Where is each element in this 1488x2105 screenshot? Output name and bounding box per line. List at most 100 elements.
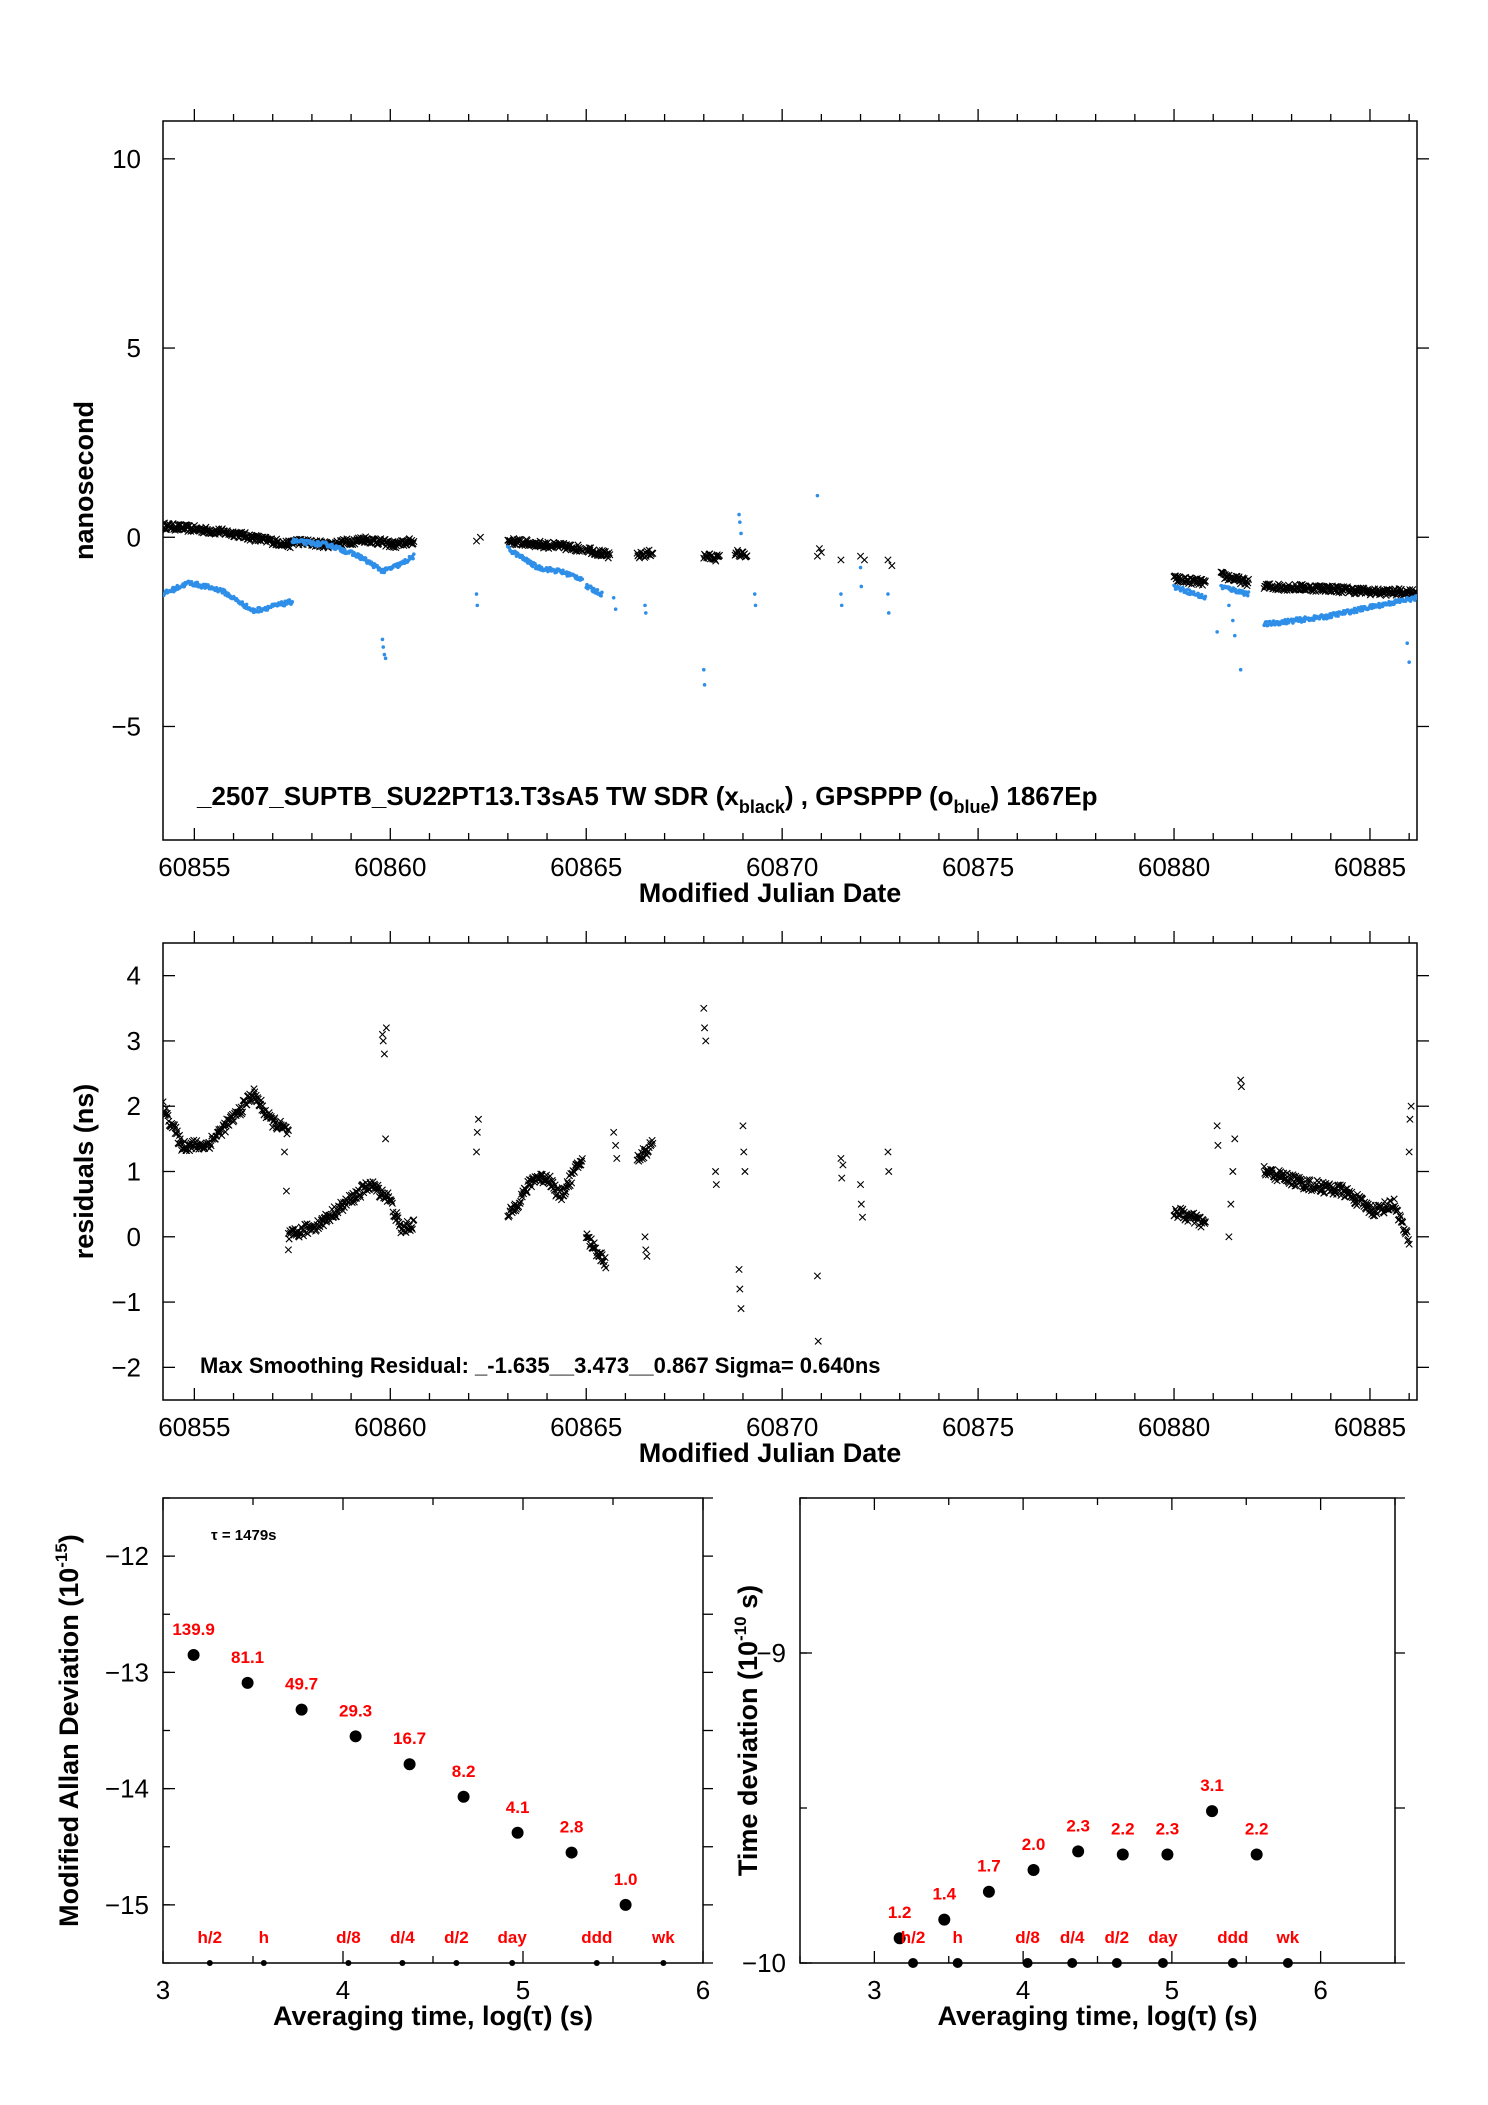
y-tick-label: −14 <box>105 1774 149 1804</box>
data-point-x <box>1201 577 1209 585</box>
x-tick-label: 3 <box>867 1975 881 2005</box>
data-point-x <box>813 1272 822 1280</box>
data-point-x <box>554 1186 562 1194</box>
data-point <box>1027 1864 1040 1876</box>
data-point-o <box>815 493 820 498</box>
data-point-o <box>1196 591 1200 596</box>
data-point-x <box>548 1176 556 1185</box>
data-point-o <box>340 546 344 551</box>
data-point-o <box>342 547 347 552</box>
tau-marker-label: ddd <box>1217 1928 1248 1947</box>
data-point-o <box>753 603 758 608</box>
data-point-x <box>356 1191 364 1199</box>
data-point-x <box>1379 587 1387 595</box>
data-point-o <box>1232 633 1237 638</box>
data-point-o <box>363 556 368 561</box>
data-point-x <box>512 1207 520 1215</box>
x-axis-title: Averaging time, log(τ) (s) <box>273 2001 593 2031</box>
data-point-o <box>561 568 565 573</box>
data-point-x <box>403 1217 411 1226</box>
tau-marker <box>1022 1958 1033 1968</box>
data-point-x <box>1184 1217 1192 1225</box>
data-point-x <box>595 546 604 554</box>
tau-marker <box>1282 1958 1293 1968</box>
data-point-o <box>381 645 386 649</box>
data-point-x <box>602 1264 610 1272</box>
data-layer <box>163 493 1417 687</box>
data-point-x <box>815 545 823 553</box>
data-point-x <box>1227 1200 1235 1208</box>
data-point-o <box>287 598 292 602</box>
data-point-o <box>382 652 387 657</box>
tau-marker-label: h/2 <box>198 1928 223 1947</box>
data-point-x <box>380 1050 388 1058</box>
data-point-o <box>1245 593 1250 598</box>
data-point-x <box>173 1127 181 1135</box>
data-point-o <box>643 611 648 615</box>
data-point <box>241 1676 254 1689</box>
data-point-x <box>517 1197 525 1205</box>
data-point-x <box>408 1225 416 1233</box>
data-point-o <box>595 587 600 592</box>
data-label: 4.1 <box>506 1798 530 1817</box>
data-point-x <box>739 1122 747 1130</box>
data-point-x <box>282 1187 291 1195</box>
data-point-x <box>284 1127 292 1135</box>
data-point-x <box>256 1102 264 1110</box>
data-point-x <box>527 1183 536 1191</box>
data-label: 49.7 <box>285 1675 318 1694</box>
y-axis-title: Modified Allan Deviation (10-15) <box>52 1534 84 1927</box>
data-point-o <box>383 656 388 661</box>
data-point-x <box>888 562 896 570</box>
tau-marker-label: d/4 <box>1060 1928 1085 1947</box>
tau-marker-label: h/2 <box>901 1928 926 1947</box>
data-point-x <box>409 539 417 548</box>
y-tick-label: 10 <box>112 144 141 174</box>
data-point-o <box>1227 603 1231 608</box>
data-point-x <box>700 1004 708 1012</box>
phase-frame <box>162 120 1418 841</box>
data-point-x <box>510 1201 518 1210</box>
data-point-x <box>1200 1218 1208 1226</box>
tau-marker <box>1111 1958 1122 1968</box>
data-point-x <box>372 1184 380 1193</box>
data-point-o <box>1238 667 1243 672</box>
y-axis-title-part: ) <box>54 1534 84 1543</box>
data-point-x <box>1225 1233 1233 1241</box>
data-point <box>1072 1845 1085 1858</box>
x-tick-label: 60870 <box>746 852 818 882</box>
data-layer <box>163 1004 1415 1345</box>
y-axis-title-part: Time deviation (10 <box>733 1641 763 1876</box>
data-point-x <box>410 537 418 546</box>
data-point-x <box>284 1246 292 1254</box>
data-point <box>295 1703 308 1716</box>
data-point-o <box>1302 619 1307 624</box>
data-label: 29.3 <box>339 1701 372 1720</box>
data-point-x <box>1396 1211 1404 1219</box>
data-point-x <box>649 549 657 558</box>
data-point-x <box>1213 1122 1221 1130</box>
y-axis-title: residuals (ns) <box>69 1084 99 1260</box>
x-tick-label: 60880 <box>1138 1412 1210 1442</box>
residuals-frame <box>162 942 1418 1401</box>
x-tick-label: 60885 <box>1334 852 1406 882</box>
data-point-x <box>557 1196 566 1204</box>
data-point-o <box>1203 594 1208 599</box>
data-point-o <box>195 580 200 585</box>
tau-marker-label: d/4 <box>390 1928 415 1947</box>
mdev-frame <box>162 1497 704 1964</box>
tau-marker <box>660 1960 667 1966</box>
data-point-x <box>838 1174 846 1182</box>
data-point-x <box>396 1220 404 1228</box>
data-point-x <box>551 1181 559 1189</box>
data-point-x <box>884 1148 892 1156</box>
data-point-x <box>561 1190 569 1198</box>
data-point-o <box>1246 590 1251 594</box>
data-point-o <box>290 599 295 604</box>
y-axis-title-part: Modified Allan Deviation (10 <box>54 1568 84 1927</box>
data-point-x <box>712 1180 720 1189</box>
legend-annotation-part: _2507_SUPTB_SU22PT13.T3sA5 TW SDR (x <box>196 781 739 811</box>
tau-marker-label: wk <box>1276 1928 1300 1947</box>
data-label: 2.2 <box>1245 1820 1269 1839</box>
data-point-x <box>643 1252 651 1260</box>
